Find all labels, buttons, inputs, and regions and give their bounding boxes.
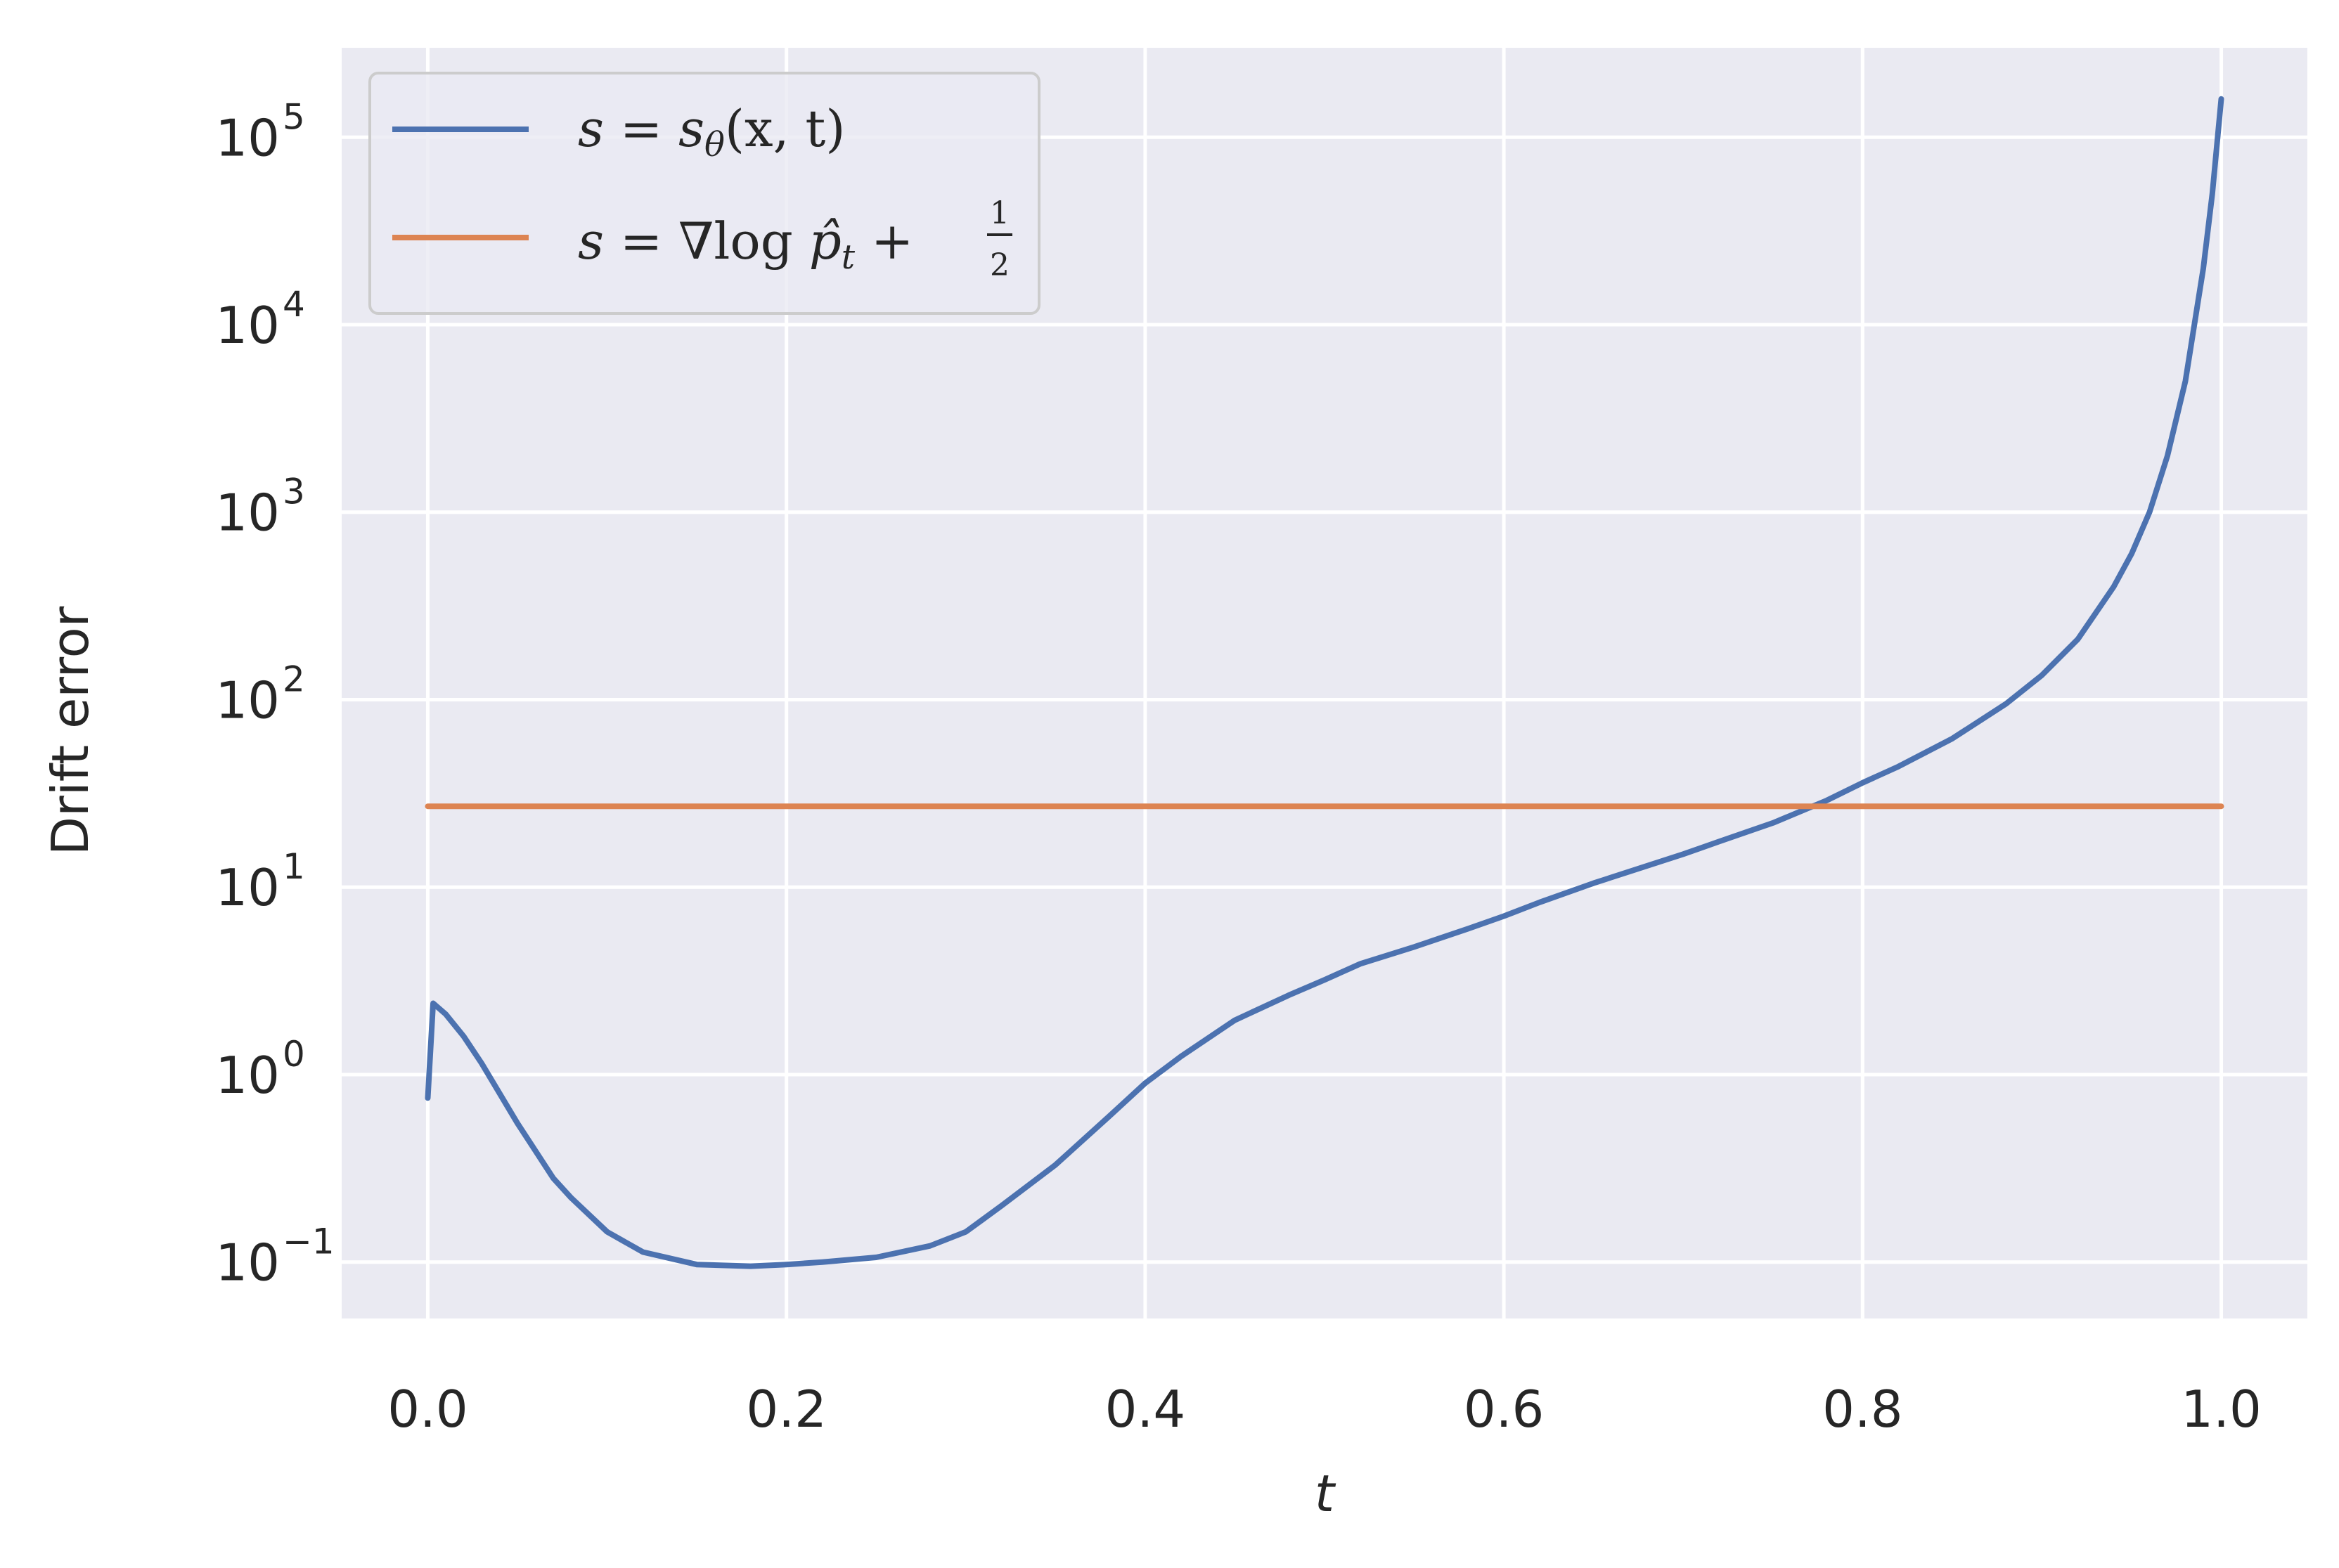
series-lines [425,96,2224,1269]
legend-box [368,72,1040,315]
y-tick-exponent: 5 [283,96,305,137]
x-tick-label: 1.0 [2181,1380,2262,1439]
y-tick-label: 10 [215,1233,280,1292]
y-tick-label: 10 [215,670,280,730]
y-axis-label: Drift error [41,606,100,855]
legend-label-series-1: s = sθ(x, t) [578,99,845,164]
x-tick-labels: 0.0 0.2 0.4 0.6 0.8 1.0 [387,1380,2262,1439]
legend-fraction-numerator: 1 [990,195,1010,231]
y-tick-label: 10 [215,296,280,355]
y-tick-exponent: 2 [283,659,305,699]
y-tick-exponent: −1 [283,1222,335,1262]
x-tick-label: 0.8 [1822,1380,1903,1439]
grid-y [342,135,2307,1264]
y-tick-label: 10 [215,108,280,167]
legend: s = sθ(x, t) s = ∇log p̂t + 1 2 [368,72,1040,315]
x-tick-label: 0.4 [1105,1380,1186,1439]
series-line-1 [425,96,2224,1269]
y-tick-exponent: 1 [283,846,305,887]
x-tick-label: 0.2 [746,1380,827,1439]
y-tick-label: 10 [215,858,280,917]
y-tick-exponent: 0 [283,1034,305,1075]
legend-fraction-denominator: 2 [990,247,1010,283]
y-tick-exponent: 4 [283,284,305,325]
y-tick-label: 10 [215,484,280,543]
x-tick-label: 0.6 [1464,1380,1545,1439]
x-tick-label: 0.0 [387,1380,468,1439]
y-tick-label: 10 [215,1046,280,1105]
y-tick-exponent: 3 [283,472,305,512]
x-axis-label: t [1315,1464,1336,1523]
legend-label-series-2: s = ∇log p̂t + [578,212,913,277]
